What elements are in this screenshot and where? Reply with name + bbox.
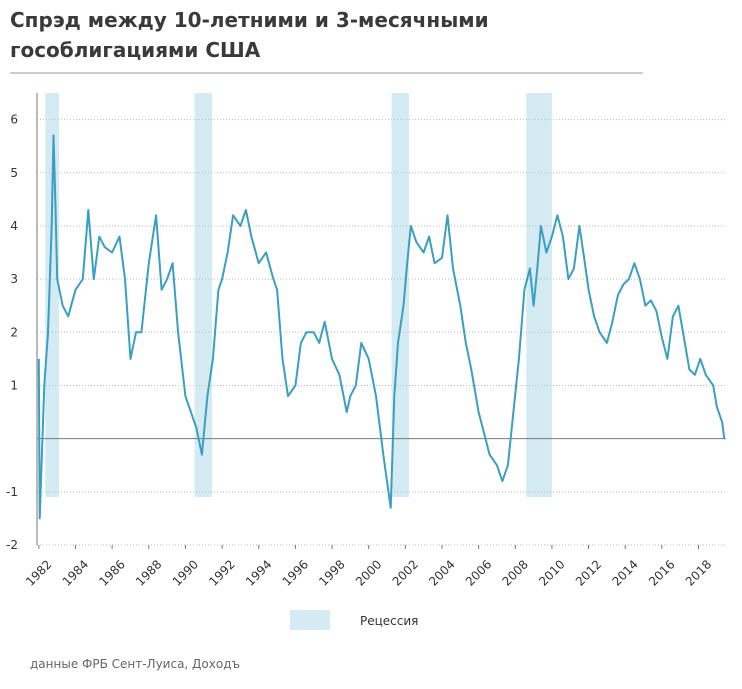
recession-band: [526, 93, 552, 497]
legend-label: Рецессия: [360, 614, 418, 628]
y-tick-label: -1: [6, 485, 18, 499]
x-tick-label: 1982: [23, 557, 54, 588]
x-tick-label: 1984: [60, 557, 91, 588]
x-tick-label: 1996: [280, 557, 311, 588]
y-tick-label: 4: [10, 219, 18, 233]
chart-title: Спрэд между 10-летними и 3-месячными: [10, 8, 489, 32]
x-tick-label: 1992: [206, 557, 237, 588]
x-tick-label: 1988: [133, 557, 164, 588]
x-tick-label: 2018: [683, 557, 714, 588]
x-tick-label: 1998: [316, 557, 347, 588]
x-tick-label: 1990: [170, 557, 201, 588]
x-tick-label: 2012: [573, 557, 604, 588]
x-tick-label: 2008: [500, 557, 531, 588]
x-tick-label: 2014: [609, 557, 640, 588]
y-tick-label: -2: [6, 538, 18, 552]
x-tick-label: 2010: [536, 557, 567, 588]
x-tick-label: 2006: [463, 557, 494, 588]
y-tick-label: 3: [10, 272, 18, 286]
legend-swatch: [290, 610, 330, 630]
recession-band: [45, 93, 59, 497]
recession-band: [391, 93, 409, 497]
y-tick-label: 6: [10, 113, 18, 127]
y-tick-label: 2: [10, 325, 18, 339]
x-tick-label: 2004: [426, 557, 457, 588]
y-tick-label: 5: [10, 166, 18, 180]
x-tick-label: 1994: [243, 557, 274, 588]
y-tick-label: 1: [10, 378, 18, 392]
source-note: данные ФРБ Сент-Луиса, Доходъ: [30, 657, 240, 671]
x-tick-label: 2016: [646, 557, 677, 588]
x-tick-label: 2002: [390, 557, 421, 588]
x-tick-label: 2000: [353, 557, 384, 588]
x-tick-label: 1986: [96, 557, 127, 588]
spread-line: [37, 134, 726, 520]
chart-title: гособлигациями США: [10, 38, 261, 62]
